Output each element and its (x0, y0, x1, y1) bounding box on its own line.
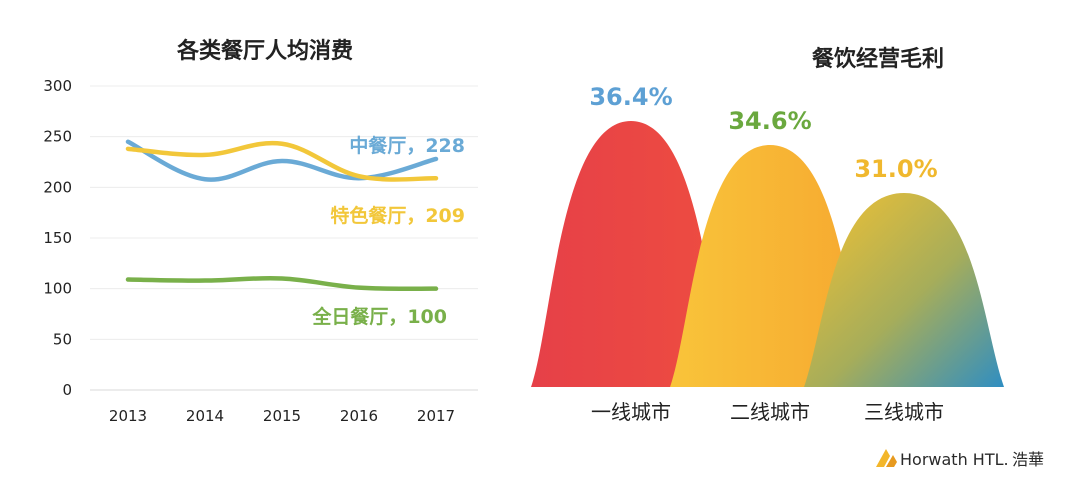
y-tick-label: 150 (43, 229, 72, 247)
hump-2 (804, 193, 1004, 387)
x-tick-label: 2016 (340, 407, 378, 425)
hump-value-label: 36.4% (589, 83, 672, 111)
series-line-0 (125, 139, 439, 182)
category-label: 二线城市 (730, 400, 810, 424)
margin-chart-title: 餐饮经营毛利 (812, 46, 944, 72)
hump-labels: 36.4% 34.6% 31.0% (589, 83, 937, 183)
series-label-tese: 特色餐厅，209 (330, 204, 465, 227)
series-lines (125, 139, 439, 292)
hump-value-label: 31.0% (854, 155, 937, 183)
x-axis: 2013 2014 2015 2016 2017 (109, 407, 455, 425)
horwath-logo: Horwath HTL. 浩華 (876, 449, 1044, 469)
humps (531, 121, 1004, 387)
y-tick-label: 200 (43, 178, 72, 196)
x-tick-label: 2013 (109, 407, 147, 425)
y-axis: 0 50 100 150 200 250 300 (43, 77, 72, 399)
series-label-zhong: 中餐厅，228 (349, 134, 465, 157)
x-tick-label: 2015 (263, 407, 301, 425)
y-tick-label: 100 (43, 280, 72, 298)
line-chart: 各类餐厅人均消费 0 50 100 150 200 250 300 2013 2014 2015… (43, 38, 478, 425)
hump-0 (531, 121, 731, 387)
series-line-2 (125, 276, 439, 292)
margin-chart: 餐饮经营毛利 36.4% 34.6% 31.0% 一线城市 二线城市 三线城市 (531, 46, 1004, 424)
series-label-quanri: 全日餐厅，100 (311, 305, 447, 328)
category-label: 一线城市 (591, 400, 671, 424)
logo-text: Horwath HTL. (900, 450, 1009, 469)
logo-mark-icon (876, 449, 897, 467)
category-label: 三线城市 (864, 400, 944, 424)
line-chart-title: 各类餐厅人均消费 (176, 38, 353, 64)
logo-cn: 浩華 (1012, 450, 1044, 469)
category-labels: 一线城市 二线城市 三线城市 (591, 400, 944, 424)
x-tick-label: 2017 (417, 407, 455, 425)
y-tick-label: 300 (43, 77, 72, 95)
y-tick-label: 250 (43, 128, 72, 146)
hump-value-label: 34.6% (728, 107, 811, 135)
y-tick-label: 0 (62, 381, 72, 399)
y-tick-label: 50 (53, 330, 72, 348)
gridlines (90, 85, 478, 391)
series-end-labels: 中餐厅，228 特色餐厅，209 全日餐厅，100 (311, 134, 465, 328)
x-tick-label: 2014 (186, 407, 224, 425)
